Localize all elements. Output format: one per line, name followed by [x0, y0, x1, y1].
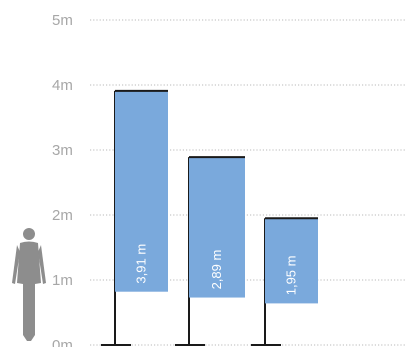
flag-banner-bar — [189, 157, 245, 298]
y-tick-label: 3m — [52, 142, 73, 159]
flag: 3,91 m — [101, 89, 168, 346]
y-tick-label: 1m — [52, 272, 73, 289]
flag-height-label: 1,95 m — [284, 256, 299, 296]
flags: 3,91 m 2,89 m 1,95 m — [101, 89, 318, 346]
flag-height-label: 2,89 m — [209, 250, 224, 290]
y-tick-label: 0m — [52, 337, 73, 347]
flag-banner-bar — [265, 218, 318, 304]
person-silhouette-icon — [12, 228, 46, 341]
flag-height-label: 3,91 m — [134, 244, 149, 284]
flag: 1,95 m — [251, 217, 318, 346]
y-tick-label: 2m — [52, 207, 73, 224]
flag: 2,89 m — [175, 156, 245, 346]
flag-banner-bar — [115, 90, 168, 292]
grid-lines — [90, 19, 405, 346]
y-axis-ticks: 0m 1m 2m 3m 4m 5m — [52, 12, 73, 347]
y-tick-label: 5m — [52, 12, 73, 29]
y-tick-label: 4m — [52, 77, 73, 94]
